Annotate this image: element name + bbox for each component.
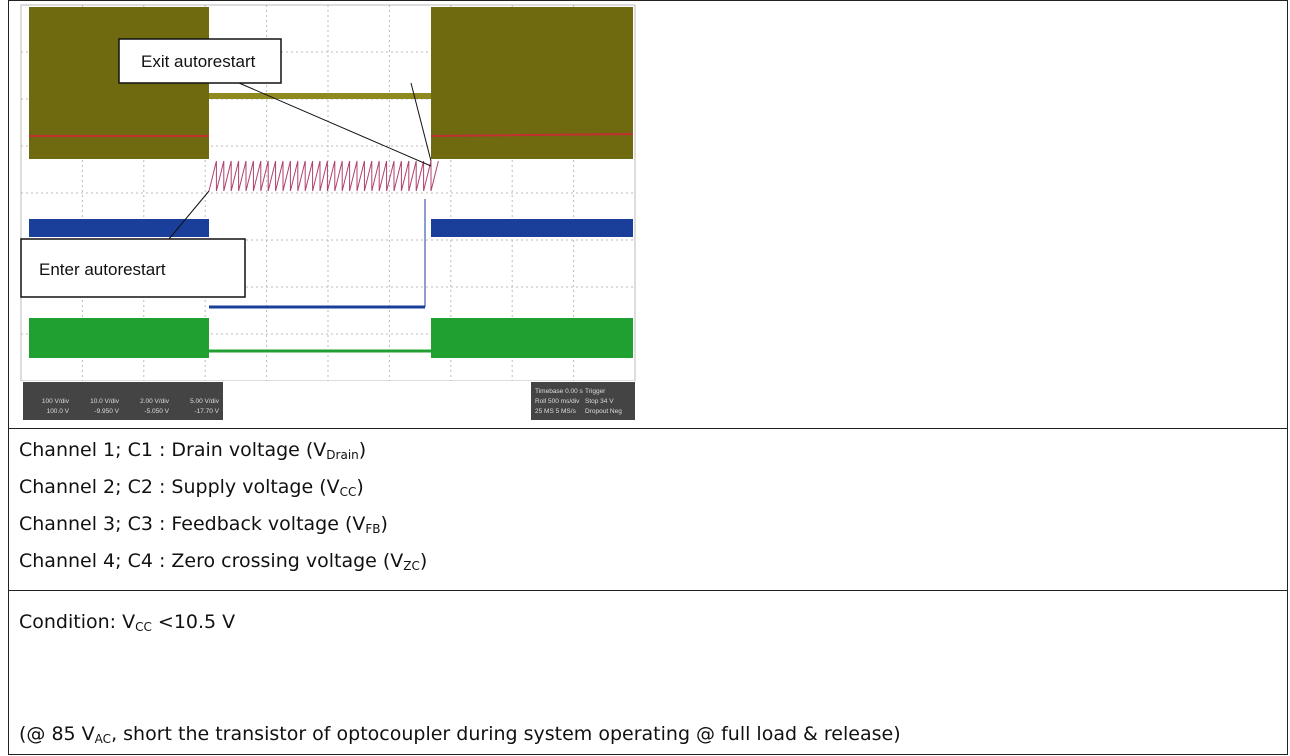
status-text: Dropout Neg [585, 408, 622, 415]
channel-setting: -17.70 V [194, 408, 219, 415]
channel-description: Channel 2; C2 : Supply voltage (VCC) [19, 476, 364, 499]
text: , short the transistor of optocoupler du… [111, 723, 901, 745]
channel-setting: 10.0 V/div [90, 398, 120, 405]
subscript: CC [340, 485, 357, 499]
subscript: Drain [326, 448, 358, 462]
channel-setting: 100.0 V [47, 408, 70, 415]
text: (@ 85 V [19, 723, 95, 745]
channel-setting: -9.950 V [94, 408, 119, 415]
text: Channel 2; C2 : Supply voltage (V [19, 476, 340, 498]
subscript: ZC [403, 559, 420, 573]
image-row: Exit autorestart Enter autorestart 100 V… [9, 1, 1287, 429]
channel-setting: -5.050 V [144, 408, 169, 415]
subscript: FB [365, 522, 380, 536]
text: ) [420, 550, 427, 572]
text: Channel 4; C4 : Zero crossing voltage (V [19, 550, 403, 572]
text: ) [359, 439, 366, 461]
text: ) [356, 476, 363, 498]
subscript: AC [95, 732, 111, 746]
note: (@ 85 VAC, short the transistor of optoc… [19, 723, 901, 746]
channel-description: Channel 3; C3 : Feedback voltage (VFB) [19, 513, 388, 536]
channel-setting: 2.00 V/div [140, 398, 170, 405]
status-text: Timebase 0.00 s [535, 388, 584, 395]
text: ) [381, 513, 388, 535]
channel-description: Channel 1; C1 : Drain voltage (VDrain) [19, 439, 366, 462]
subscript: CC [135, 620, 152, 634]
status-text: 25 MS 5 MS/s [535, 408, 577, 415]
channel-setting: 100 V/div [42, 398, 70, 405]
text: Channel 1; C1 : Drain voltage (V [19, 439, 326, 461]
status-text: Roll 500 ms/div [535, 398, 580, 405]
text: <10.5 V [152, 611, 235, 633]
page: {"scope": {"exit_label": "Exit autoresta… [0, 0, 1290, 756]
text: Channel 3; C3 : Feedback voltage (V [19, 513, 365, 535]
document-table: Exit autorestart Enter autorestart 100 V… [8, 0, 1288, 755]
status-text: Stop 34 V [585, 398, 614, 405]
channel-setting: 5.00 V/div [190, 398, 220, 405]
status-text: Trigger [585, 388, 606, 395]
oscilloscope-capture: Exit autorestart Enter autorestart 100 V… [9, 1, 649, 426]
channels-row: Channel 1; C1 : Drain voltage (VDrain)Ch… [9, 429, 1287, 591]
condition: Condition: VCC <10.5 V [19, 611, 235, 634]
callout-label: Exit autorestart [141, 52, 256, 71]
channel-description: Channel 4; C4 : Zero crossing voltage (V… [19, 550, 427, 573]
text: Condition: V [19, 611, 135, 633]
callout-label: Enter autorestart [39, 260, 166, 279]
condition-row: Condition: VCC <10.5 V (@ 85 VAC, short … [9, 591, 1287, 756]
